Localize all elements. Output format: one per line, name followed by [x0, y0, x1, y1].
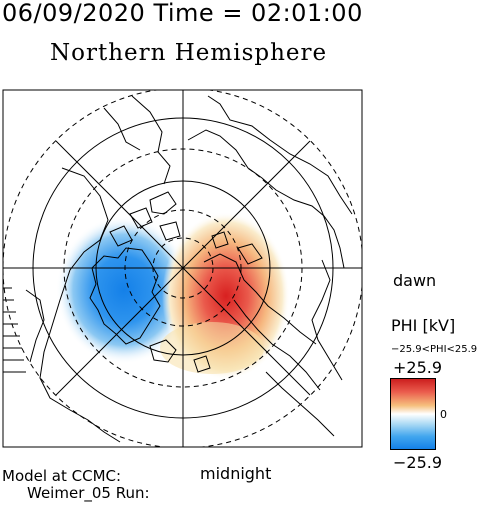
colorbar-max-label: +25.9 [393, 358, 443, 377]
hemisphere-title: Northern Hemisphere [50, 40, 328, 66]
negative-potential-cell [56, 216, 192, 364]
colorbar-zero-label: 0 [440, 408, 447, 421]
colorbar-min-label: −25.9 [393, 453, 443, 472]
coastlines [25, 95, 353, 443]
model-label: Model at CCMC: [2, 467, 122, 485]
dawn-label: dawn [393, 271, 437, 290]
midnight-label: midnight [200, 464, 272, 483]
meridians [3, 90, 362, 447]
edge-ticks [3, 287, 26, 373]
colorbar [390, 378, 436, 450]
colorbar-title: PHI [kV] [391, 316, 456, 335]
map-frame [2, 89, 363, 448]
time-title: 06/09/2020 Time = 02:01:00 [2, 0, 363, 27]
run-label: Weimer_05 Run: [27, 484, 150, 502]
colorbar-range: −25.9<PHI<25.9 [391, 345, 478, 355]
